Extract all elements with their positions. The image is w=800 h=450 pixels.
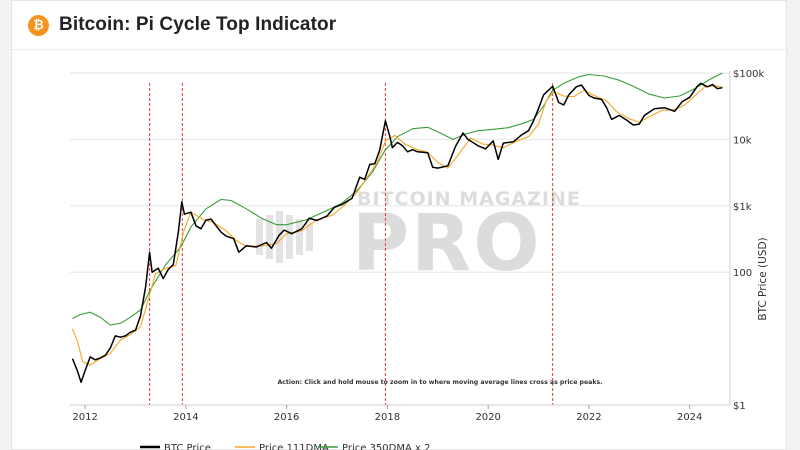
y-tick-label: $100k [733,69,764,80]
series-lines [71,72,723,384]
axes: $1 100 $1k 10k $100k 2012 2014 2016 2018 2020 2022… [70,69,769,423]
watermark-logo-icon [256,211,313,263]
y-tick-label: 10k [733,135,752,146]
y-axis-title: BTC Price (USD) [757,237,769,320]
watermark-line2: PRO [352,199,542,289]
x-tick-label: 2014 [173,412,198,423]
dma111-line [71,85,723,366]
y-tick-label: 100 [733,268,752,279]
x-tick-label: 2020 [475,412,500,423]
legend-label: Price 350DMA x 2 [342,443,430,450]
bitcoin-logo-icon: ₿ [28,15,49,36]
legend-label: BTC Price [164,443,211,450]
legend: BTC Price Price 111DMA Price 350DMA x 2 [140,443,430,450]
chart-title: Bitcoin: Pi Cycle Top Indicator [59,14,337,35]
x-tick-label: 2018 [375,412,400,423]
y-tick-label: $1k [733,202,752,213]
chart-header: ₿ Bitcoin: Pi Cycle Top Indicator [12,1,788,50]
x-tick-label: 2024 [677,412,702,423]
watermark: BITCOIN MAGAZINE PRO [256,188,581,289]
x-tick-label: 2022 [576,412,601,423]
chart-card: ₿ Bitcoin: Pi Cycle Top Indicator [11,0,788,450]
btc-price-line [71,82,723,384]
x-tick-label: 2012 [72,412,97,423]
y-tick-label: $1 [733,401,746,412]
watermark-line1: BITCOIN MAGAZINE [357,188,581,210]
legend-label: Price 111DMA [259,443,329,450]
x-tick-label: 2016 [274,412,299,423]
zoom-instruction-text: Action: Click and hold mouse to zoom in … [277,379,602,386]
